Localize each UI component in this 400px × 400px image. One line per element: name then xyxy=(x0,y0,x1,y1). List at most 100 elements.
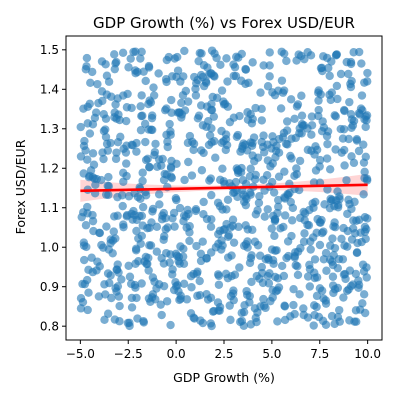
scatter-point xyxy=(95,228,104,238)
scatter-point xyxy=(325,255,335,264)
x-tick-label: 10.0 xyxy=(354,347,381,361)
scatter-point xyxy=(335,305,344,315)
scatter-point xyxy=(256,88,265,97)
scatter-point xyxy=(340,241,349,250)
scatter-point xyxy=(136,102,145,111)
y-axis-label: Forex USD/EUR xyxy=(13,139,28,234)
scatter-point xyxy=(83,155,92,164)
scatter-point xyxy=(109,227,118,236)
scatter-point xyxy=(257,116,267,125)
scatter-point xyxy=(363,77,372,86)
scatter-point xyxy=(270,272,280,282)
scatter-point xyxy=(171,194,181,203)
scatter-point xyxy=(228,221,238,231)
scatter-point xyxy=(305,282,315,291)
scatter-point xyxy=(250,157,259,166)
scatter-point xyxy=(267,245,277,254)
scatter-point xyxy=(319,227,328,236)
scatter-point xyxy=(229,60,238,69)
scatter-point xyxy=(104,245,113,254)
scatter-point xyxy=(85,99,94,109)
scatter-point xyxy=(149,83,158,92)
scatter-point xyxy=(270,216,280,226)
scatter-point xyxy=(321,248,331,258)
scatter-point xyxy=(348,121,358,130)
scatter-point xyxy=(101,114,111,123)
scatter-point xyxy=(107,92,116,101)
scatter-point xyxy=(303,272,313,281)
scatter-point xyxy=(167,72,177,81)
scatter-point xyxy=(295,213,305,223)
scatter-point xyxy=(93,257,102,266)
scatter-point xyxy=(110,50,119,59)
scatter-point xyxy=(347,235,357,244)
scatter-point xyxy=(214,229,223,239)
scatter-point xyxy=(150,150,159,160)
scatter-point xyxy=(90,113,100,123)
scatter-point xyxy=(125,318,134,328)
scatter-point xyxy=(282,126,292,135)
scatter-point xyxy=(86,166,96,175)
scatter-point xyxy=(178,91,188,100)
scatter-point xyxy=(330,319,339,329)
scatter-point xyxy=(148,273,158,282)
scatter-point xyxy=(359,140,368,149)
y-tick-label: 1.4 xyxy=(40,83,59,97)
scatter-point xyxy=(157,310,166,320)
scatter-point xyxy=(155,200,164,209)
scatter-point xyxy=(360,212,370,222)
scatter-point xyxy=(151,139,160,149)
scatter-point xyxy=(115,301,124,311)
scatter-point xyxy=(97,240,106,250)
scatter-point xyxy=(168,214,177,223)
scatter-point xyxy=(223,77,232,86)
scatter-point xyxy=(259,61,268,70)
scatter-point xyxy=(352,248,362,257)
scatter-point xyxy=(196,249,206,259)
scatter-point xyxy=(238,175,248,185)
scatter-point xyxy=(141,155,151,165)
scatter-point xyxy=(104,77,114,86)
scatter-point xyxy=(192,241,201,251)
scatter-point xyxy=(217,86,227,95)
scatter-point xyxy=(232,164,241,173)
scatter-point xyxy=(88,216,98,226)
x-axis: −5.0 −2.5 0.0 2.5 5.0 7.5 10.0 xyxy=(66,340,381,361)
scatter-point xyxy=(165,119,174,129)
scatter-point xyxy=(275,134,284,144)
scatter-point xyxy=(311,142,320,151)
x-axis-label: GDP Growth (%) xyxy=(173,370,275,385)
scatter-point xyxy=(248,225,257,235)
scatter-point xyxy=(307,112,317,121)
scatter-point xyxy=(349,158,359,168)
plot-area xyxy=(65,35,383,341)
scatter-point xyxy=(191,206,201,216)
scatter-point xyxy=(162,297,172,306)
scatter-point xyxy=(328,272,338,281)
scatter-point xyxy=(107,293,116,303)
scatter-point xyxy=(195,276,204,286)
scatter-point xyxy=(250,304,260,313)
scatter-point xyxy=(303,313,313,322)
scatter-point xyxy=(316,90,325,99)
scatter-point xyxy=(147,218,156,227)
scatter-point xyxy=(337,234,346,244)
scatter-point xyxy=(327,311,337,321)
scatter-point xyxy=(88,149,98,158)
scatter-point xyxy=(236,147,245,156)
scatter-point xyxy=(84,288,93,297)
scatter-point xyxy=(323,185,332,194)
scatter-point xyxy=(130,189,139,198)
scatter-point xyxy=(233,130,243,140)
scatter-point xyxy=(280,194,290,203)
scatter-point xyxy=(137,279,146,288)
scatter-point xyxy=(121,116,131,126)
scatter-point xyxy=(332,81,342,91)
scatter-point xyxy=(138,202,148,212)
scatter-point xyxy=(219,100,229,109)
scatter-point xyxy=(140,119,150,129)
scatter-point xyxy=(164,52,174,62)
scatter-point xyxy=(111,234,120,243)
scatter-point xyxy=(309,321,318,330)
scatter-point xyxy=(297,129,306,138)
